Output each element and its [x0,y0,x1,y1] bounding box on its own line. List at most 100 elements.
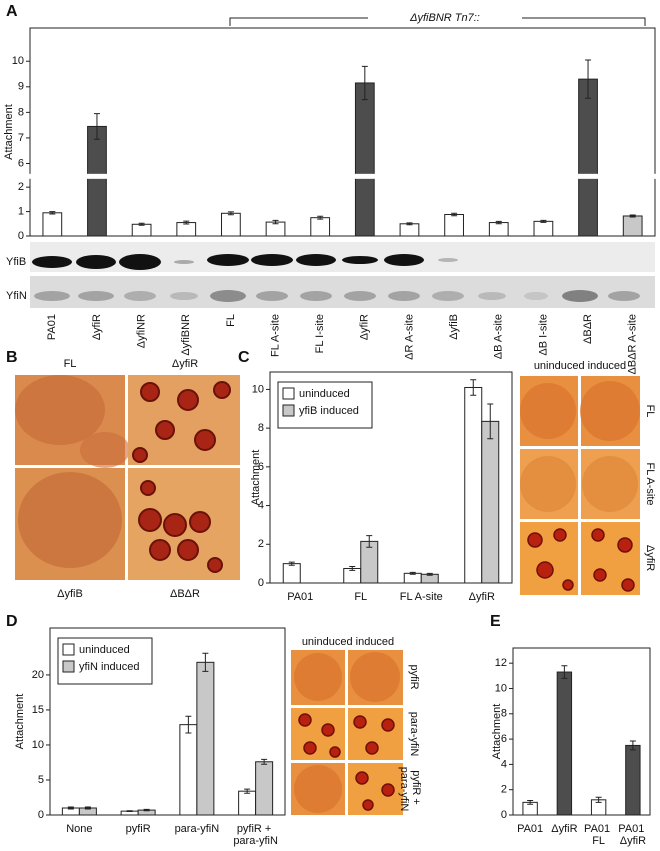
error-bar-line [451,212,458,217]
error-bar-line [183,220,190,225]
image-label: ΔyfiR [644,545,656,571]
x-tick-label: FL I-site [314,314,326,353]
bar [464,386,483,584]
panel-letter: D [6,613,18,630]
error-bar-line [527,799,534,805]
error-bar-line [470,379,477,396]
error-bar [138,222,145,226]
error-bar [288,561,295,566]
error-bar [406,222,413,226]
y-tick-label: 6 [501,733,507,745]
bar [196,661,215,816]
x-tick-label: ΔyfiR [91,314,103,340]
error-bar-line [244,788,251,794]
panel-letter: C [238,349,250,366]
error-bar-line [126,810,133,812]
x-tick-label: pyfiR [126,823,151,835]
plot-frame [512,647,651,816]
x-tick-label: ΔyfiR [359,314,371,340]
error-bar-line [406,222,413,226]
legend-label: yfiB induced [299,405,359,417]
bar [399,223,420,237]
error-bar [185,715,192,734]
error-bar-line [67,806,74,810]
y-tick-label: 1 [18,205,24,217]
error-bar-line [366,535,373,548]
y-tick-label: 8 [258,422,264,434]
colony-images [291,650,403,815]
x-tick-label: FL A-site [269,314,281,357]
error-bar [561,665,568,679]
error-bar [143,808,150,812]
y-tick-label: 6 [18,157,24,169]
error-bar-line [202,652,209,672]
image-label: pyfiR [408,664,420,689]
bar [255,761,274,816]
bar [310,217,331,237]
bracket [229,17,646,26]
bar [87,125,107,237]
error-bar [426,572,433,576]
error-bar [93,113,100,140]
y-tick-label: 20 [32,669,44,681]
error-bar-line [595,796,602,803]
error-bar-line [540,219,547,223]
error-bar-line [426,572,433,576]
plot-frame [269,371,513,584]
legend-label: uninduced [299,388,350,400]
x-tick-label: ΔyfiR [469,591,495,603]
x-tick-label: FL A-site [400,591,443,603]
x-tick-label: PA01 [287,591,313,603]
legend-swatch [62,660,75,673]
legend-swatch [282,404,295,417]
y-tick-label: 0 [501,809,507,821]
error-bar-line [93,113,100,140]
error-bar [585,59,592,99]
y-tick-label: 0 [258,577,264,589]
y-axis-label: Attachment [491,704,503,760]
error-bar [183,220,190,225]
x-tick-label: PA01 ΔyfiR [618,823,647,847]
plot-frame [29,27,656,237]
error-bar [49,211,56,215]
bar [221,212,241,237]
error-bar [451,212,458,217]
error-bar-line [185,715,192,734]
error-bar [349,566,356,571]
y-tick-label: 10 [32,739,44,751]
image-label: pyfiR + para-yfiN [398,767,422,812]
error-bar [409,571,416,575]
y-tick-label: 4 [501,758,507,770]
y-tick-label: 9 [18,81,24,93]
error-bar [261,758,268,765]
y-tick-label: 12 [495,657,507,669]
error-bar [227,211,234,216]
image-label: ΔyfiB [57,588,83,600]
x-tick-label: pyfiR + para-yfiN [233,823,278,847]
image-label: FL A-site [644,463,656,506]
error-bar-line [317,215,324,220]
error-bar [317,215,324,220]
image-label: para-yfiN [408,712,420,757]
plot-frame [49,627,286,816]
image-label: ΔyfiR [172,358,198,370]
y-tick-label: 0 [18,230,24,242]
bar [625,744,641,816]
bar [481,420,500,584]
error-bar [629,214,636,218]
error-bar [595,796,602,803]
y-tick-label: 5 [38,774,44,786]
error-bar [540,219,547,223]
y-tick-label: 2 [501,784,507,796]
x-tick-label: para-yfiN [175,823,220,835]
legend-swatch [62,643,75,656]
error-bar-line [495,220,502,225]
blot-label: YfiB [6,256,26,268]
y-tick-label: 15 [32,704,44,716]
error-bar-line [49,211,56,215]
bar [556,671,573,816]
error-bar [272,219,279,225]
bar [179,724,198,816]
blot-label: YfiN [6,290,27,302]
